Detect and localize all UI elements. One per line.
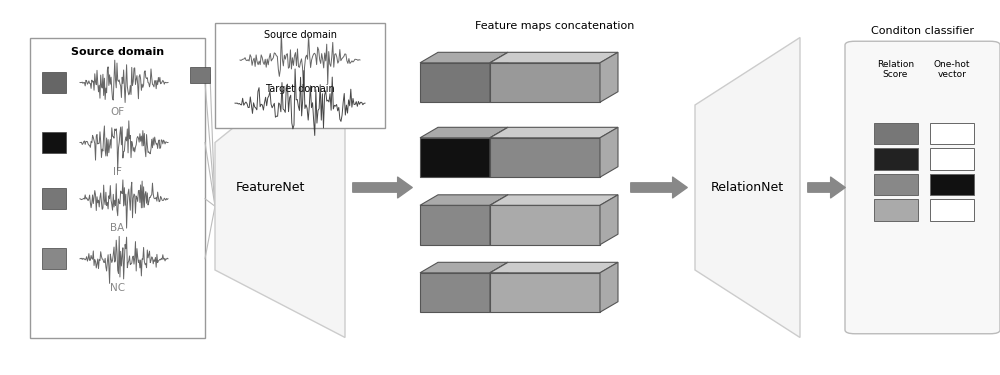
- Polygon shape: [490, 138, 600, 177]
- Text: NC: NC: [110, 284, 125, 293]
- Text: IF: IF: [113, 167, 122, 177]
- Bar: [42, 132, 66, 153]
- Text: FeatureNet: FeatureNet: [235, 181, 305, 194]
- Polygon shape: [490, 273, 600, 312]
- FancyBboxPatch shape: [215, 22, 385, 128]
- Bar: [874, 174, 918, 195]
- Text: OF: OF: [110, 107, 125, 117]
- Bar: [930, 199, 974, 221]
- Polygon shape: [490, 128, 618, 138]
- Text: Conditon classifier: Conditon classifier: [871, 26, 974, 36]
- Polygon shape: [490, 206, 600, 245]
- Polygon shape: [420, 53, 508, 63]
- Bar: [874, 148, 918, 170]
- Polygon shape: [420, 128, 508, 138]
- Text: Source domain: Source domain: [71, 47, 164, 57]
- Polygon shape: [490, 128, 508, 177]
- Polygon shape: [420, 138, 490, 177]
- Bar: [874, 199, 918, 221]
- Polygon shape: [420, 273, 490, 312]
- Polygon shape: [490, 262, 508, 312]
- Polygon shape: [215, 38, 345, 338]
- FancyBboxPatch shape: [845, 41, 1000, 334]
- Bar: [42, 72, 66, 93]
- Polygon shape: [490, 53, 618, 63]
- Polygon shape: [420, 262, 508, 273]
- Text: RelationNet: RelationNet: [711, 181, 784, 194]
- Bar: [930, 123, 974, 144]
- Bar: [42, 249, 66, 269]
- Bar: [42, 189, 66, 209]
- Polygon shape: [490, 195, 618, 206]
- Bar: [190, 67, 210, 83]
- Polygon shape: [420, 63, 490, 102]
- Polygon shape: [600, 128, 618, 177]
- Polygon shape: [490, 63, 600, 102]
- Polygon shape: [490, 195, 508, 245]
- Polygon shape: [600, 195, 618, 245]
- Polygon shape: [420, 195, 508, 206]
- FancyBboxPatch shape: [30, 38, 205, 338]
- Text: BA: BA: [110, 224, 125, 233]
- Polygon shape: [420, 206, 490, 245]
- Bar: [930, 174, 974, 195]
- Polygon shape: [490, 262, 618, 273]
- Text: Target domain: Target domain: [265, 84, 335, 94]
- Polygon shape: [600, 53, 618, 102]
- Polygon shape: [600, 262, 618, 312]
- Text: Relation
Score: Relation Score: [877, 60, 914, 80]
- Text: Feature maps concatenation: Feature maps concatenation: [475, 21, 635, 31]
- Polygon shape: [490, 53, 508, 102]
- Text: One-hot
vector: One-hot vector: [934, 60, 970, 80]
- Bar: [930, 148, 974, 170]
- Polygon shape: [695, 38, 800, 338]
- Text: Source domain: Source domain: [264, 30, 336, 40]
- Bar: [874, 123, 918, 144]
